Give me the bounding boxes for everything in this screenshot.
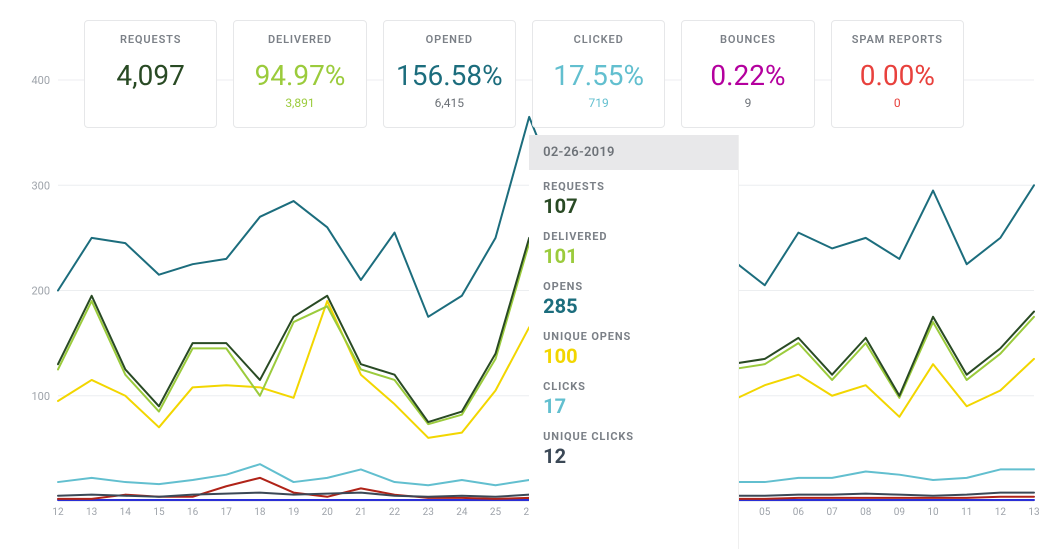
tooltip-metric-name: REQUESTS (543, 180, 724, 193)
card-value: 156.58% (392, 62, 507, 90)
svg-text:23: 23 (423, 507, 434, 518)
card-value: 17.55% (541, 62, 656, 90)
tooltip-metric-value: 17 (543, 395, 724, 418)
svg-text:11: 11 (961, 507, 972, 518)
svg-text:12: 12 (995, 507, 1007, 518)
metric-cards: REQUESTS 4,097 DELIVERED 94.97% 3,891 OP… (0, 0, 1048, 128)
card-value: 0.22% (690, 62, 805, 90)
tooltip-row: UNIQUE CLICKS 12 (529, 420, 738, 470)
svg-text:05: 05 (759, 507, 771, 518)
svg-text:18: 18 (254, 507, 266, 518)
svg-text:14: 14 (120, 507, 132, 518)
card-label: DELIVERED (242, 33, 357, 46)
svg-text:13: 13 (86, 507, 97, 518)
svg-text:25: 25 (490, 507, 502, 518)
svg-text:100: 100 (31, 390, 50, 403)
tooltip-metric-value: 100 (543, 345, 724, 368)
card-value: 0.00% (840, 62, 955, 90)
tooltip-metric-name: OPENS (543, 280, 724, 293)
svg-text:200: 200 (31, 285, 50, 298)
tooltip-metric-value: 12 (543, 445, 724, 468)
card-label: CLICKED (541, 33, 656, 46)
tooltip-row: UNIQUE OPENS 100 (529, 320, 738, 370)
card-sub: 6,415 (392, 96, 507, 110)
svg-text:22: 22 (389, 507, 401, 518)
card-bounces[interactable]: BOUNCES 0.22% 9 (681, 20, 814, 128)
tooltip-row: DELIVERED 101 (529, 220, 738, 270)
card-label: BOUNCES (690, 33, 805, 46)
svg-text:24: 24 (456, 507, 468, 518)
card-opened[interactable]: OPENED 156.58% 6,415 (383, 20, 516, 128)
tooltip-metric-name: CLICKS (543, 380, 724, 393)
card-sub: 719 (541, 96, 656, 110)
card-clicked[interactable]: CLICKED 17.55% 719 (532, 20, 665, 128)
svg-text:21: 21 (355, 507, 366, 518)
card-sub: 3,891 (242, 96, 357, 110)
card-value: 94.97% (242, 62, 357, 90)
svg-text:15: 15 (153, 507, 165, 518)
svg-text:16: 16 (187, 507, 199, 518)
chart-tooltip: 02-26-2019 REQUESTS 107 DELIVERED 101 OPENS 2… (529, 135, 739, 549)
tooltip-metric-name: UNIQUE CLICKS (543, 430, 724, 443)
svg-text:08: 08 (860, 507, 872, 518)
svg-text:19: 19 (288, 507, 299, 518)
tooltip-metric-name: DELIVERED (543, 230, 724, 243)
card-delivered[interactable]: DELIVERED 94.97% 3,891 (233, 20, 366, 128)
card-requests[interactable]: REQUESTS 4,097 (84, 20, 217, 128)
svg-text:12: 12 (52, 507, 64, 518)
tooltip-row: CLICKS 17 (529, 370, 738, 420)
card-label: SPAM REPORTS (840, 33, 955, 46)
svg-text:07: 07 (826, 507, 838, 518)
tooltip-metric-value: 101 (543, 245, 724, 268)
card-label: OPENED (392, 33, 507, 46)
svg-text:09: 09 (894, 507, 905, 518)
card-sub: 0 (840, 96, 955, 110)
svg-text:300: 300 (31, 179, 50, 192)
svg-text:10: 10 (927, 507, 939, 518)
card-value: 4,097 (93, 62, 208, 90)
card-spam-reports[interactable]: SPAM REPORTS 0.00% 0 (831, 20, 964, 128)
card-label: REQUESTS (93, 33, 208, 46)
tooltip-metric-value: 285 (543, 295, 724, 318)
tooltip-date: 02-26-2019 (529, 135, 738, 170)
svg-text:13: 13 (1028, 507, 1039, 518)
tooltip-row: REQUESTS 107 (529, 170, 738, 220)
card-sub: 9 (690, 96, 805, 110)
tooltip-metric-name: UNIQUE OPENS (543, 330, 724, 343)
tooltip-metric-value: 107 (543, 195, 724, 218)
svg-text:20: 20 (322, 507, 334, 518)
svg-text:17: 17 (221, 507, 233, 518)
svg-text:06: 06 (793, 507, 805, 518)
tooltip-row: OPENS 285 (529, 270, 738, 320)
